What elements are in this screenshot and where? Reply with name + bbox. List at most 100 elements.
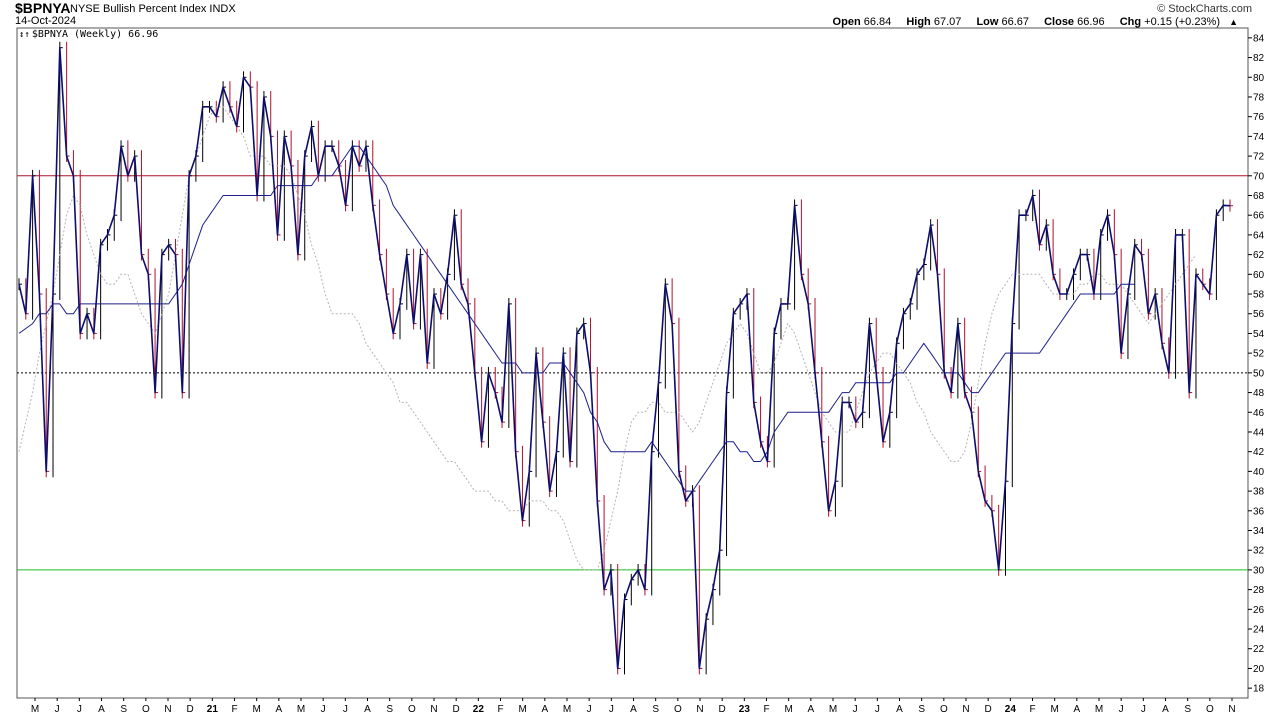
x-tick-label: S [386,704,393,715]
x-tick-label: M [252,704,260,715]
close-label: Close [1044,16,1075,28]
x-tick-label: J [853,704,858,715]
x-tick-label: N [164,704,171,715]
x-tick-label: O [408,704,416,715]
y-tick-label: 22 [1253,644,1265,655]
x-tick-label: S [120,704,127,715]
chart-symbol: $BPNYA [15,0,71,16]
y-tick-label: 64 [1253,230,1265,241]
x-tick-label: J [55,704,60,715]
chart-description: NYSE Bullish Percent Index INDX [70,3,236,15]
y-tick-label: 28 [1253,585,1265,596]
y-tick-label: 72 [1253,152,1265,163]
x-tick-label: J [609,704,614,715]
x-tick-label: A [807,704,814,715]
open-value: 66.84 [863,16,892,28]
x-tick-label: J [587,704,592,715]
x-tick-label: M [518,704,526,715]
x-tick-label: S [1184,704,1191,715]
chg-up-arrow-icon: ▲ [1229,17,1238,27]
x-tick-label: J [77,704,82,715]
chg-label: Chg [1119,16,1142,28]
y-tick-label: 76 [1253,112,1265,123]
x-tick-label: S [918,704,925,715]
x-tick-label: M [784,704,792,715]
x-tick-label: M [1095,704,1103,715]
chart-date: 14-Oct-2024 [15,15,77,27]
x-tick-label: M [1050,704,1058,715]
y-tick-label: 40 [1253,467,1265,478]
x-tick-label: F [497,704,503,715]
y-tick-label: 52 [1253,349,1265,360]
x-tick-label: 21 [207,704,219,715]
y-tick-label: 36 [1253,506,1265,517]
x-tick-label: A [896,704,903,715]
low-value: 66.67 [1001,16,1030,28]
close-value: 66.96 [1077,16,1105,28]
x-tick-label: A [1073,704,1080,715]
legend-symbol-icon: ↕↑ [19,30,30,40]
x-tick-label: N [962,704,969,715]
plot-frame [16,27,1249,699]
y-tick-label: 20 [1253,664,1265,675]
x-tick-label: 23 [739,704,751,715]
x-tick-label: D [453,704,460,715]
x-tick-label: N [1228,704,1235,715]
x-tick-label: J [321,704,326,715]
x-tick-label: J [1141,704,1146,715]
x-tick-label: S [652,704,659,715]
y-tick-label: 48 [1253,388,1265,399]
x-tick-label: D [985,704,992,715]
x-tick-label: M [31,704,39,715]
x-tick-label: D [719,704,726,715]
y-tick-label: 30 [1253,565,1265,576]
x-tick-label: M [563,704,571,715]
chart-legend: ↕↑ $BPNYA (Weekly) 66.96 [19,29,158,40]
y-tick-label: 80 [1253,73,1265,84]
x-tick-label: D [187,704,194,715]
y-tick-label: 78 [1253,92,1265,103]
y-tick-label: 74 [1253,132,1265,143]
x-tick-label: O [1206,704,1214,715]
x-tick-label: J [1119,704,1124,715]
y-tick-label: 38 [1253,487,1265,498]
ohlc-readout: Open 66.84 High 67.07 Low 66.67 Close 66… [833,16,1250,28]
y-tick-label: 58 [1253,290,1265,301]
y-tick-label: 62 [1253,250,1265,261]
x-tick-label: J [875,704,880,715]
x-tick-label: A [541,704,548,715]
x-tick-label: 22 [473,704,485,715]
y-tick-label: 60 [1253,270,1265,281]
fast-moving-average-line [18,106,1197,571]
x-tick-label: O [674,704,682,715]
y-tick-label: 54 [1253,329,1265,340]
legend-text: $BPNYA (Weekly) 66.96 [31,29,159,40]
x-tick-label: O [142,704,150,715]
y-tick-label: 44 [1253,427,1265,438]
y-tick-label: 82 [1253,53,1265,64]
x-tick-label: A [98,704,105,715]
x-tick-label: M [829,704,837,715]
price-line [18,46,1231,670]
open-label: Open [832,16,861,28]
y-tick-label: 32 [1253,546,1265,557]
x-tick-label: F [1029,704,1035,715]
x-tick-label: A [630,704,637,715]
x-tick-label: J [343,704,348,715]
x-tick-label: O [940,704,948,715]
y-tick-label: 56 [1253,309,1265,320]
index-name: NYSE Bullish Percent Index [70,3,207,15]
x-tick-label: A [364,704,371,715]
high-value: 67.07 [933,16,962,28]
y-tick-label: 68 [1253,191,1265,202]
x-tick-label: A [275,704,282,715]
x-tick-label: 24 [1005,704,1017,715]
slow-moving-average-line [18,145,1135,492]
y-tick-label: 46 [1253,408,1265,419]
y-tick-label: 50 [1253,368,1265,379]
exchange-label: INDX [209,3,236,15]
x-tick-label: F [763,704,769,715]
y-tick-label: 26 [1253,605,1265,616]
high-label: High [906,16,931,28]
